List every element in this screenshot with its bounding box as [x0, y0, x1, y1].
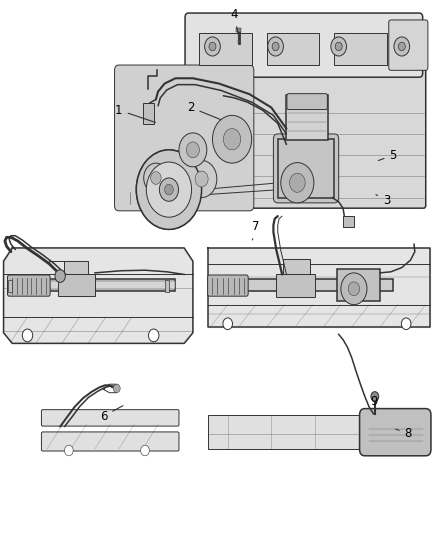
- Circle shape: [136, 150, 201, 229]
- Circle shape: [141, 445, 149, 456]
- Circle shape: [144, 163, 168, 193]
- Circle shape: [394, 37, 410, 56]
- FancyBboxPatch shape: [360, 409, 431, 456]
- Circle shape: [22, 329, 33, 342]
- Bar: [8, 280, 12, 292]
- Text: 1: 1: [115, 103, 155, 123]
- Circle shape: [186, 160, 217, 198]
- Bar: [334, 33, 387, 65]
- Circle shape: [268, 37, 283, 56]
- FancyBboxPatch shape: [7, 275, 50, 296]
- FancyBboxPatch shape: [117, 68, 426, 208]
- Circle shape: [113, 384, 120, 393]
- Circle shape: [335, 42, 342, 51]
- Circle shape: [223, 318, 233, 329]
- Bar: [10, 281, 176, 289]
- Polygon shape: [208, 248, 430, 327]
- FancyBboxPatch shape: [287, 94, 327, 110]
- Bar: [283, 259, 310, 274]
- Circle shape: [146, 162, 191, 217]
- Circle shape: [341, 273, 367, 305]
- Text: 3: 3: [376, 193, 390, 207]
- Bar: [236, 28, 241, 32]
- FancyBboxPatch shape: [115, 65, 254, 211]
- Text: 7: 7: [252, 220, 260, 240]
- Bar: [10, 279, 176, 291]
- Circle shape: [398, 42, 405, 51]
- Bar: [267, 33, 319, 65]
- Bar: [276, 274, 315, 297]
- Text: 4: 4: [230, 8, 238, 33]
- Bar: [343, 216, 354, 227]
- Circle shape: [212, 115, 252, 163]
- Text: 6: 6: [100, 406, 123, 423]
- FancyBboxPatch shape: [185, 13, 423, 77]
- Text: 8: 8: [396, 427, 412, 440]
- Bar: [143, 103, 154, 124]
- Bar: [165, 280, 169, 292]
- Text: 9: 9: [365, 395, 377, 408]
- Bar: [199, 33, 252, 65]
- Circle shape: [209, 42, 216, 51]
- Bar: [64, 261, 88, 274]
- Circle shape: [179, 133, 207, 167]
- Polygon shape: [4, 248, 193, 343]
- Circle shape: [401, 318, 411, 329]
- Circle shape: [223, 128, 241, 150]
- Circle shape: [55, 270, 65, 282]
- Bar: [336, 269, 380, 301]
- Text: 5: 5: [378, 149, 397, 161]
- Circle shape: [159, 178, 179, 201]
- Circle shape: [272, 42, 279, 51]
- Bar: [58, 274, 95, 296]
- Bar: [278, 139, 334, 198]
- Circle shape: [290, 173, 305, 192]
- Bar: [210, 279, 393, 291]
- FancyBboxPatch shape: [273, 134, 339, 203]
- FancyBboxPatch shape: [389, 20, 428, 70]
- Circle shape: [148, 329, 159, 342]
- FancyBboxPatch shape: [208, 275, 248, 296]
- Circle shape: [186, 142, 199, 158]
- Circle shape: [151, 172, 161, 184]
- FancyBboxPatch shape: [42, 432, 179, 451]
- Circle shape: [331, 37, 346, 56]
- Circle shape: [165, 184, 173, 195]
- Bar: [208, 415, 391, 449]
- Bar: [286, 95, 328, 140]
- Circle shape: [205, 37, 220, 56]
- Text: 2: 2: [187, 101, 221, 119]
- Circle shape: [281, 163, 314, 203]
- Circle shape: [348, 282, 360, 296]
- Circle shape: [371, 392, 379, 401]
- FancyBboxPatch shape: [42, 410, 179, 426]
- Circle shape: [195, 171, 208, 187]
- Circle shape: [64, 445, 73, 456]
